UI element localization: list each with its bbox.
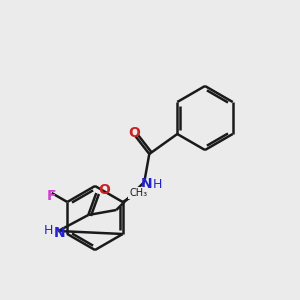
Text: O: O (98, 183, 110, 197)
Text: H: H (44, 224, 53, 236)
Text: F: F (47, 189, 56, 203)
Text: CH₃: CH₃ (129, 188, 147, 198)
Text: N: N (53, 226, 65, 240)
Text: O: O (128, 126, 140, 140)
Text: N: N (140, 177, 152, 191)
Text: H: H (153, 178, 162, 190)
